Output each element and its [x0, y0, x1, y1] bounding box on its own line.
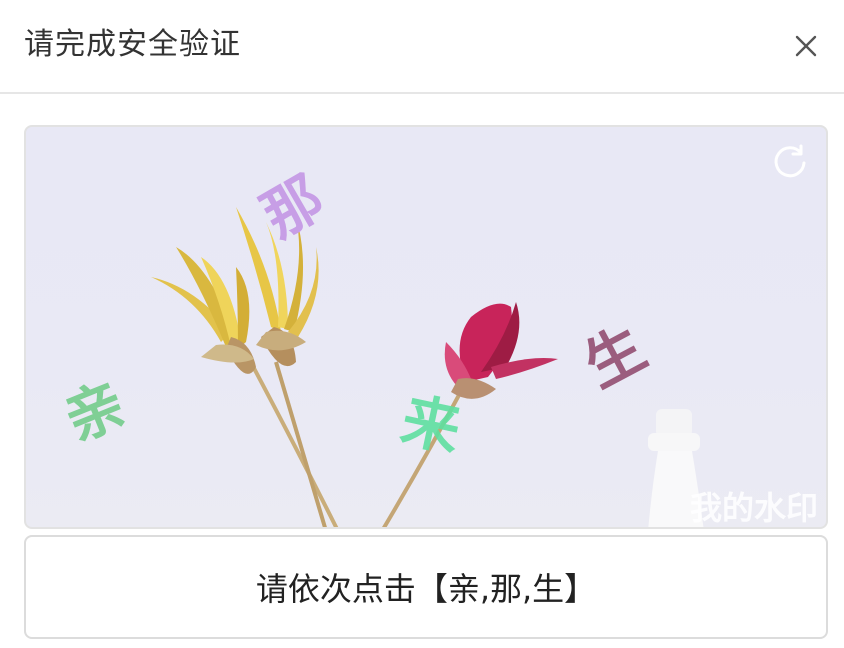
- dialog-header: 请完成安全验证: [0, 0, 844, 94]
- dialog-title: 请完成安全验证: [24, 27, 241, 62]
- instruction-text: 请依次点击【亲,那,生】: [24, 535, 828, 639]
- refresh-icon[interactable]: [770, 141, 810, 181]
- captcha-image[interactable]: 亲 那 生 来 我的水印: [24, 125, 828, 529]
- flower-illustration: [151, 207, 704, 527]
- close-icon[interactable]: [788, 28, 824, 64]
- watermark: 我的水印: [690, 489, 819, 527]
- captcha-character[interactable]: 来: [395, 385, 467, 465]
